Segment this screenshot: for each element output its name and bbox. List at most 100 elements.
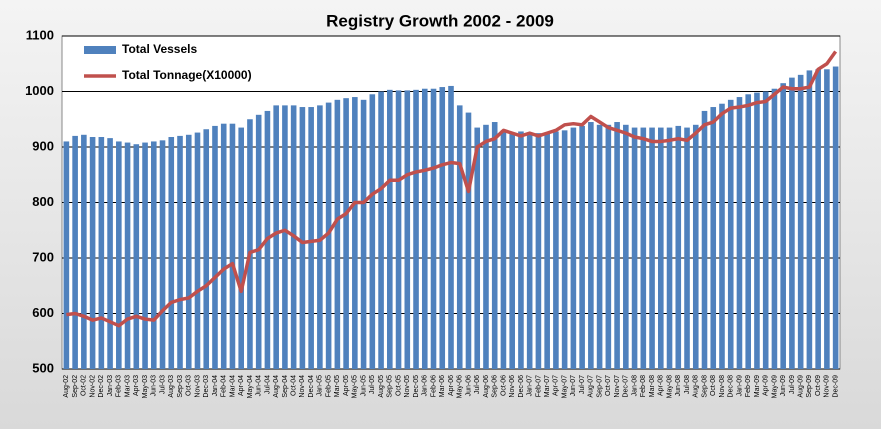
x-tick-label: Oct-02 [81, 375, 88, 396]
x-tick-label: Dec-07 [623, 375, 630, 398]
bar [736, 97, 743, 370]
bar [63, 141, 70, 369]
bar [448, 85, 454, 369]
bar [107, 138, 113, 369]
bar [247, 119, 253, 369]
x-tick-label: Aug-09 [798, 375, 805, 398]
x-tick-label: Sep-07 [596, 375, 603, 398]
x-tick-label: Nov-07 [614, 375, 621, 398]
x-tick-label: May-04 [247, 375, 254, 398]
x-tick-label: Mar-04 [229, 375, 236, 397]
bar [561, 130, 568, 369]
x-tick-label: Jul-05 [369, 375, 376, 394]
x-tick-label: Dec-05 [413, 375, 420, 398]
x-tick-label: Nov-09 [824, 375, 831, 398]
x-tick-label: May-07 [561, 375, 568, 398]
bar [771, 88, 778, 369]
x-tick-label: Sep-06 [492, 375, 499, 398]
bar [727, 99, 734, 369]
bar [579, 125, 585, 369]
x-tick-label: Jun-08 [675, 375, 682, 397]
bar [491, 122, 498, 370]
x-tick-label: Aug-03 [168, 375, 175, 398]
bar [98, 137, 105, 369]
x-tick-label: Apr-03 [133, 375, 140, 396]
bar [343, 98, 349, 369]
bar [72, 135, 78, 369]
chart-title: Registry Growth 2002 - 2009 [326, 11, 554, 30]
x-tick-label: Jul-03 [159, 375, 166, 394]
x-tick-label: Apr-09 [763, 375, 770, 396]
bar [535, 133, 542, 369]
x-tick-label: May-08 [666, 375, 673, 398]
x-tick-label: Oct-03 [186, 375, 193, 396]
x-tick-label: Jan-09 [736, 375, 743, 397]
bar [116, 141, 122, 369]
y-tick-label: 500 [32, 360, 54, 375]
bar [710, 107, 717, 369]
x-tick-label: Mar-06 [439, 375, 446, 397]
x-tick-label: Jan-05 [317, 375, 324, 397]
x-tick-label: Apr-06 [448, 375, 455, 396]
bar [719, 103, 725, 370]
legend-swatch [84, 46, 116, 54]
bar [658, 127, 664, 369]
bar [299, 107, 306, 369]
bar [185, 134, 192, 369]
bar [81, 134, 87, 369]
x-tick-label: Mar-05 [334, 375, 341, 397]
bar [675, 125, 682, 369]
x-tick-label: May-03 [142, 375, 149, 398]
legend-label: Total Vessels [122, 42, 197, 56]
x-tick-label: Oct-07 [605, 375, 612, 396]
bar [544, 133, 550, 369]
y-tick-label: 700 [32, 249, 54, 264]
x-tick-label: Nov-02 [89, 375, 96, 398]
bar [203, 129, 210, 369]
bar [797, 74, 804, 369]
x-tick-label: Sep-04 [282, 375, 289, 398]
x-tick-label: Jan-08 [631, 375, 638, 397]
x-tick-label: Apr-05 [343, 375, 350, 396]
x-tick-label: Apr-08 [658, 375, 665, 396]
bar [421, 88, 428, 369]
bar [133, 144, 140, 369]
x-tick-label: Mar-03 [124, 375, 131, 397]
bar [605, 124, 612, 369]
x-tick-label: Nov-06 [509, 375, 516, 398]
x-tick-label: Jan-07 [527, 375, 534, 397]
legend-label: Total Tonnage(X10000) [122, 68, 252, 82]
x-tick-label: Dec-03 [203, 375, 210, 398]
x-tick-label: Apr-04 [238, 375, 245, 396]
bar [780, 83, 786, 370]
y-tick-label: 1100 [26, 27, 54, 42]
bar [308, 107, 314, 369]
bar [456, 105, 463, 369]
bar [273, 105, 279, 369]
x-tick-label: Oct-05 [395, 375, 402, 396]
line [66, 50, 838, 328]
x-tick-label: Dec-09 [832, 375, 839, 398]
x-tick-label: May-05 [352, 375, 359, 398]
x-tick-label: Sep-05 [387, 375, 394, 398]
bar [483, 124, 489, 369]
x-tick-label: Feb-07 [535, 375, 542, 397]
x-tick-label: Apr-07 [553, 375, 560, 396]
x-tick-label: Jun-06 [465, 375, 472, 397]
x-tick-label: Sep-08 [701, 375, 708, 398]
bar [212, 125, 218, 369]
x-tick-label: Jan-06 [422, 375, 429, 397]
x-tick-label: Jul-06 [474, 375, 481, 394]
bar [142, 142, 148, 369]
x-tick-label: Aug-06 [483, 375, 490, 398]
bar [553, 131, 559, 369]
bar [832, 66, 839, 370]
bar [701, 110, 708, 370]
bar [238, 127, 244, 369]
x-tick-label: Oct-04 [290, 375, 297, 396]
x-tick-label: Jul-04 [264, 375, 271, 394]
bar [474, 127, 481, 369]
x-tick-label: Jun-03 [151, 375, 158, 397]
x-tick-label: Nov-05 [404, 375, 411, 398]
